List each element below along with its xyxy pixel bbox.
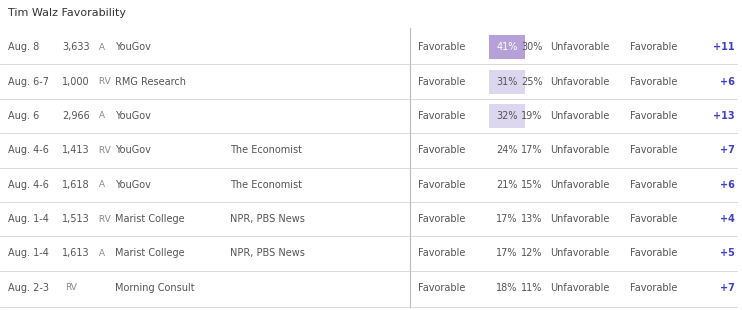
Text: YouGov: YouGov bbox=[115, 42, 151, 52]
Text: 1,000: 1,000 bbox=[62, 77, 90, 86]
Text: Unfavorable: Unfavorable bbox=[550, 180, 609, 190]
Text: A: A bbox=[96, 249, 105, 258]
Text: 1,618: 1,618 bbox=[62, 180, 90, 190]
Text: 3,633: 3,633 bbox=[62, 42, 90, 52]
Text: Aug. 8: Aug. 8 bbox=[8, 42, 39, 52]
Text: Favorable: Favorable bbox=[418, 145, 465, 155]
Text: Aug. 6-7: Aug. 6-7 bbox=[8, 77, 49, 86]
Text: 32%: 32% bbox=[496, 111, 518, 121]
Text: Favorable: Favorable bbox=[418, 214, 465, 224]
FancyBboxPatch shape bbox=[489, 35, 525, 59]
Text: 1,513: 1,513 bbox=[62, 214, 90, 224]
Text: Favorable: Favorable bbox=[630, 180, 677, 190]
Text: 17%: 17% bbox=[496, 214, 518, 224]
Text: +6: +6 bbox=[720, 180, 735, 190]
Text: Favorable: Favorable bbox=[630, 77, 677, 86]
Text: Favorable: Favorable bbox=[418, 248, 465, 259]
Text: A: A bbox=[96, 43, 105, 52]
Text: 18%: 18% bbox=[496, 283, 518, 293]
Text: Favorable: Favorable bbox=[418, 42, 465, 52]
Text: Unfavorable: Unfavorable bbox=[550, 77, 609, 86]
Text: Unfavorable: Unfavorable bbox=[550, 42, 609, 52]
Text: Unfavorable: Unfavorable bbox=[550, 145, 609, 155]
Text: +11: +11 bbox=[713, 42, 735, 52]
Text: 11%: 11% bbox=[521, 283, 542, 293]
Text: A: A bbox=[96, 180, 105, 189]
Text: A: A bbox=[96, 111, 105, 121]
Text: +5: +5 bbox=[720, 248, 735, 259]
Text: RV: RV bbox=[65, 283, 77, 292]
Text: 25%: 25% bbox=[521, 77, 542, 86]
Text: 24%: 24% bbox=[496, 145, 518, 155]
Text: YouGov: YouGov bbox=[115, 111, 151, 121]
Text: 21%: 21% bbox=[496, 180, 518, 190]
Text: YouGov: YouGov bbox=[115, 145, 151, 155]
Text: RV: RV bbox=[96, 77, 111, 86]
Text: Marist College: Marist College bbox=[115, 248, 185, 259]
Text: +7: +7 bbox=[720, 283, 735, 293]
Text: Unfavorable: Unfavorable bbox=[550, 111, 609, 121]
Text: 31%: 31% bbox=[496, 77, 518, 86]
Text: 41%: 41% bbox=[496, 42, 518, 52]
Text: 17%: 17% bbox=[521, 145, 542, 155]
Text: +7: +7 bbox=[720, 145, 735, 155]
Text: 15%: 15% bbox=[521, 180, 542, 190]
Text: Aug. 6: Aug. 6 bbox=[8, 111, 39, 121]
Text: +4: +4 bbox=[720, 214, 735, 224]
Text: 12%: 12% bbox=[521, 248, 542, 259]
Text: 19%: 19% bbox=[521, 111, 542, 121]
Text: Aug. 4-6: Aug. 4-6 bbox=[8, 180, 49, 190]
Text: The Economist: The Economist bbox=[230, 180, 302, 190]
FancyBboxPatch shape bbox=[489, 69, 525, 94]
Text: Aug. 2-3: Aug. 2-3 bbox=[8, 283, 49, 293]
Text: Marist College: Marist College bbox=[115, 214, 185, 224]
Text: Favorable: Favorable bbox=[418, 111, 465, 121]
Text: The Economist: The Economist bbox=[230, 145, 302, 155]
Text: Unfavorable: Unfavorable bbox=[550, 283, 609, 293]
Text: 1,413: 1,413 bbox=[62, 145, 90, 155]
Text: Favorable: Favorable bbox=[630, 283, 677, 293]
Text: Favorable: Favorable bbox=[630, 111, 677, 121]
Text: Unfavorable: Unfavorable bbox=[550, 248, 609, 259]
Text: 17%: 17% bbox=[496, 248, 518, 259]
Text: YouGov: YouGov bbox=[115, 180, 151, 190]
Text: 30%: 30% bbox=[521, 42, 542, 52]
Text: Aug. 1-4: Aug. 1-4 bbox=[8, 248, 49, 259]
Text: 1,613: 1,613 bbox=[62, 248, 90, 259]
Text: RMG Research: RMG Research bbox=[115, 77, 186, 86]
Text: Morning Consult: Morning Consult bbox=[115, 283, 194, 293]
Text: NPR, PBS News: NPR, PBS News bbox=[230, 248, 305, 259]
Text: Favorable: Favorable bbox=[630, 42, 677, 52]
Text: +6: +6 bbox=[720, 77, 735, 86]
Text: Favorable: Favorable bbox=[630, 248, 677, 259]
Text: NPR, PBS News: NPR, PBS News bbox=[230, 214, 305, 224]
Text: Tim Walz Favorability: Tim Walz Favorability bbox=[8, 8, 126, 18]
Text: Aug. 4-6: Aug. 4-6 bbox=[8, 145, 49, 155]
FancyBboxPatch shape bbox=[489, 104, 525, 128]
Text: Favorable: Favorable bbox=[418, 180, 465, 190]
Text: Favorable: Favorable bbox=[630, 145, 677, 155]
Text: Favorable: Favorable bbox=[418, 77, 465, 86]
Text: Unfavorable: Unfavorable bbox=[550, 214, 609, 224]
Text: RV: RV bbox=[96, 215, 111, 224]
Text: Favorable: Favorable bbox=[630, 214, 677, 224]
Text: Favorable: Favorable bbox=[418, 283, 465, 293]
Text: RV: RV bbox=[96, 146, 111, 155]
Text: 13%: 13% bbox=[521, 214, 542, 224]
Text: Aug. 1-4: Aug. 1-4 bbox=[8, 214, 49, 224]
Text: 2,966: 2,966 bbox=[62, 111, 90, 121]
Text: +13: +13 bbox=[713, 111, 735, 121]
